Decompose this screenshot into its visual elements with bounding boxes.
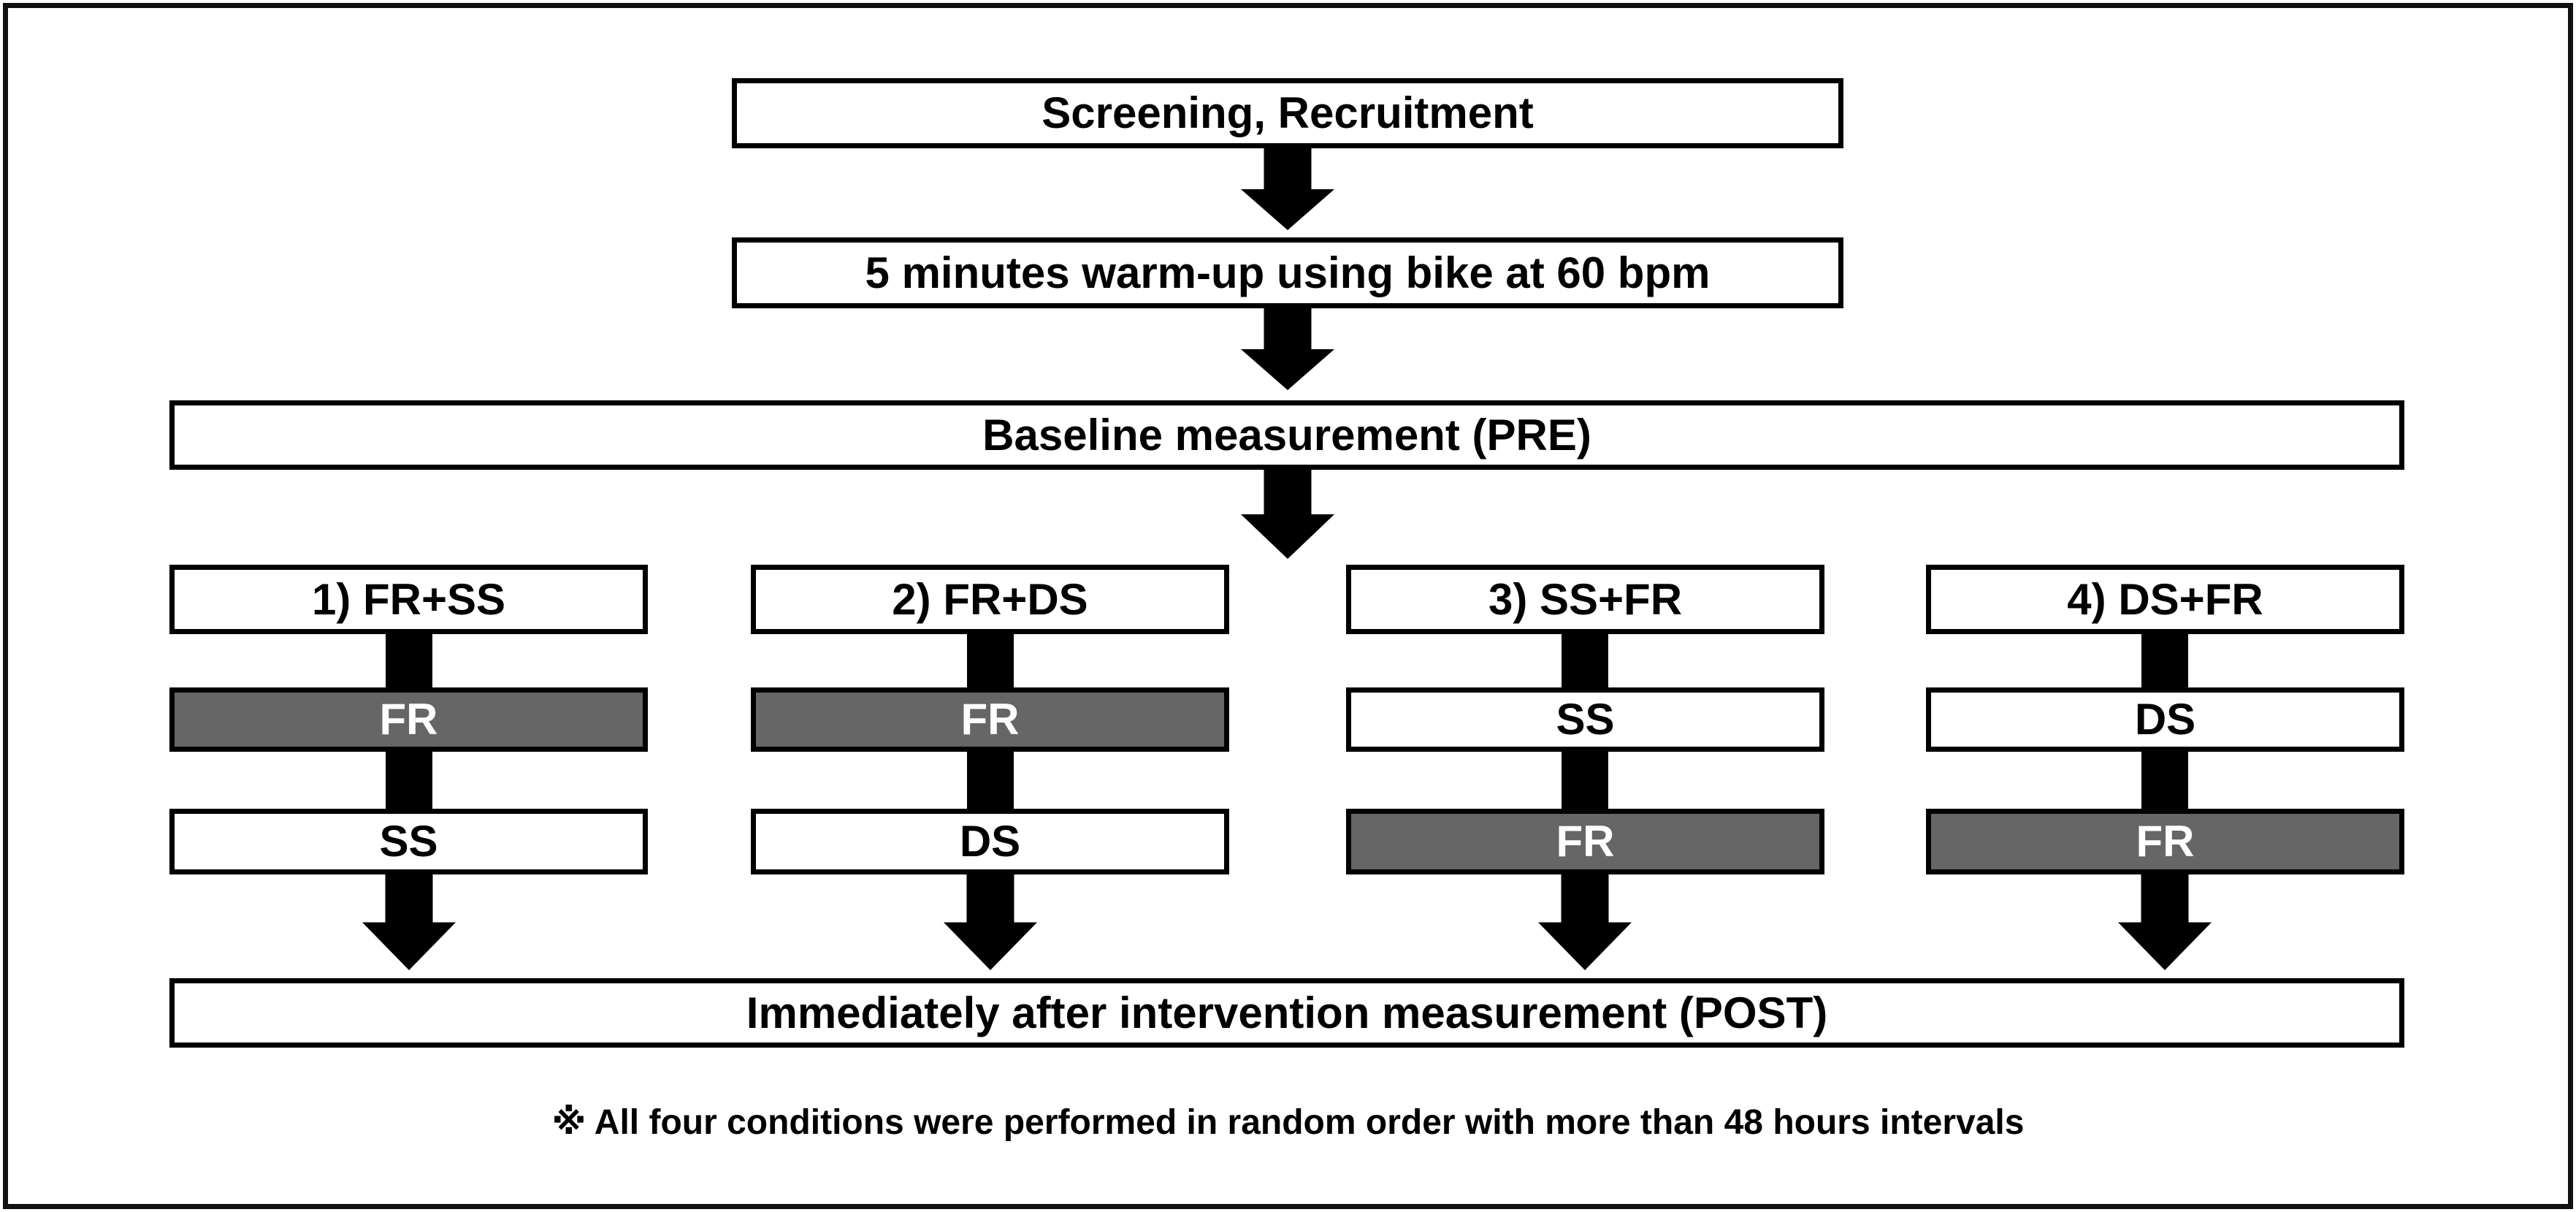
baseline-pre-box: Baseline measurement (PRE) <box>169 400 2404 470</box>
condition-1-step2-box: SS <box>169 809 648 874</box>
condition-4-step1-box: DS <box>1926 687 2404 752</box>
flow-connector <box>2141 750 2188 810</box>
condition-2-step2-box: DS <box>751 809 1229 874</box>
warmup-box: 5 minutes warm-up using bike at 60 bpm <box>732 237 1843 308</box>
screening-box: Screening, Recruitment <box>732 78 1843 148</box>
flow-connector <box>967 750 1014 810</box>
condition-1-title-box: 1) FR+SS <box>169 565 648 634</box>
flow-connector <box>386 633 432 690</box>
post-box: Immediately after intervention measureme… <box>169 978 2404 1048</box>
flow-connector <box>1562 750 1608 810</box>
condition-4-title-box: 4) DS+FR <box>1926 565 2404 634</box>
flow-connector <box>2141 633 2188 690</box>
condition-2-step1-box: FR <box>751 687 1229 752</box>
flow-connector <box>967 633 1014 690</box>
flow-connector <box>386 750 432 810</box>
condition-4-step2-box: FR <box>1926 809 2404 874</box>
condition-3-title-box: 3) SS+FR <box>1346 565 1824 634</box>
footnote: ※ All four conditions were performed in … <box>551 1103 2025 1142</box>
condition-2-title-box: 2) FR+DS <box>751 565 1229 634</box>
condition-3-step2-box: FR <box>1346 809 1824 874</box>
condition-1-step1-box: FR <box>169 687 648 752</box>
condition-3-step1-box: SS <box>1346 687 1824 752</box>
flow-connector <box>1562 633 1608 690</box>
